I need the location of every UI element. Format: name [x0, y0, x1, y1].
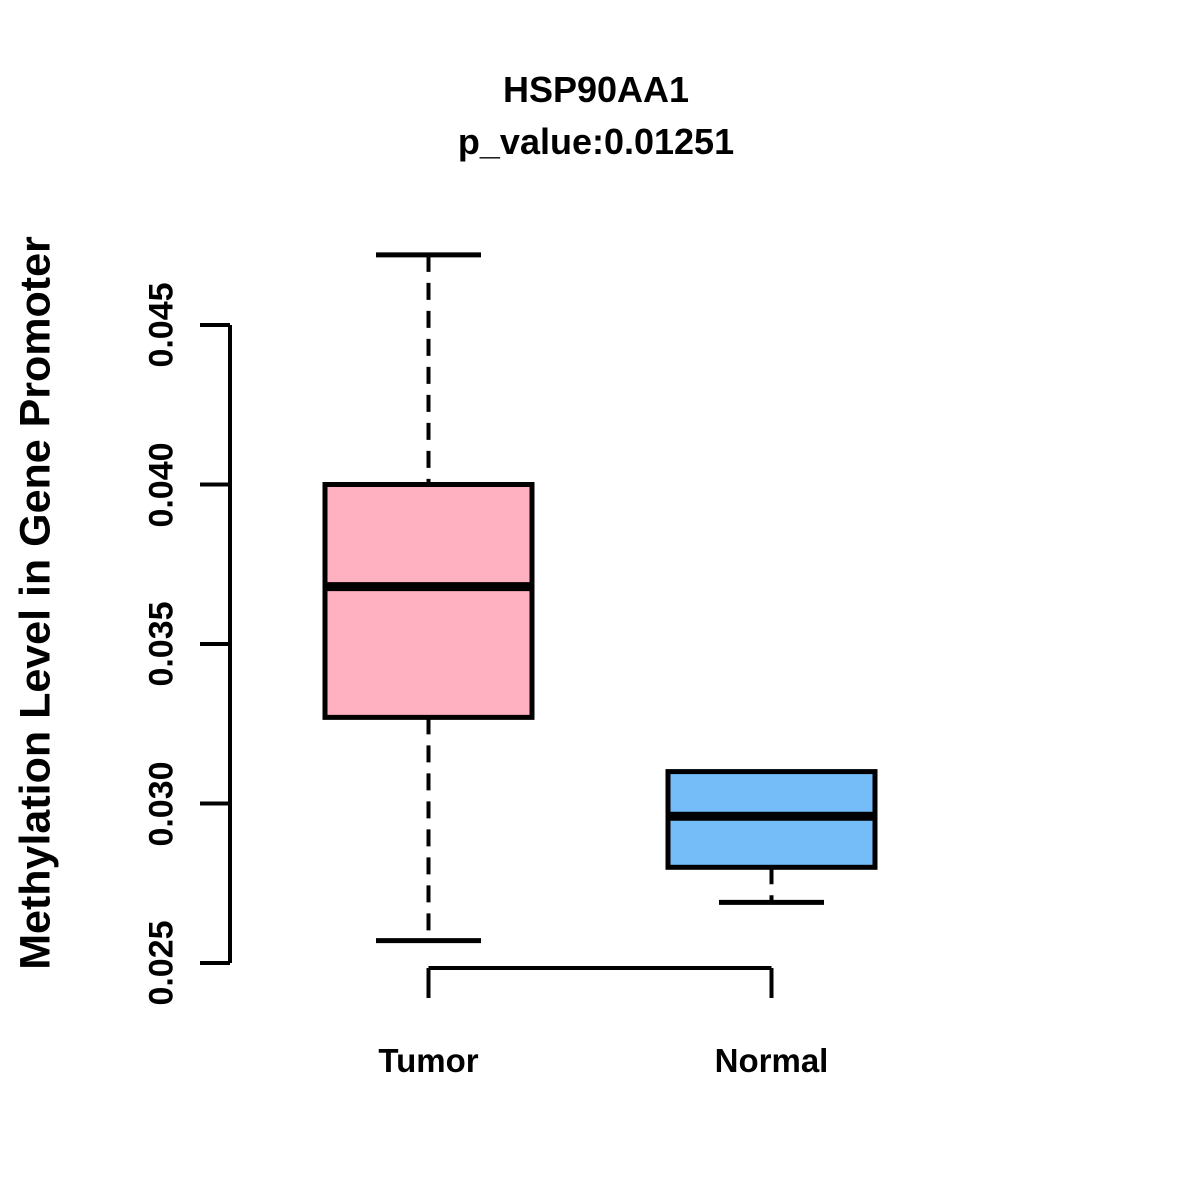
x-category-label-normal: Normal [714, 1042, 829, 1079]
y-tick-label: 0.040 [142, 441, 181, 528]
chart-title: HSP90AA1 [502, 69, 690, 110]
y-tick-label: 0.045 [142, 282, 181, 368]
y-tick-label: 0.030 [142, 760, 181, 847]
tumor-box [322, 482, 535, 720]
y-tick-label: 0.025 [142, 920, 181, 1006]
x-category-label-tumor: Tumor [378, 1042, 479, 1079]
y-tick-label: 0.035 [142, 601, 181, 687]
chart-title-block: HSP90AA1 p_value:0.01251 [0, 64, 1192, 168]
chart-subtitle-pvalue: p_value:0.01251 [457, 121, 735, 162]
